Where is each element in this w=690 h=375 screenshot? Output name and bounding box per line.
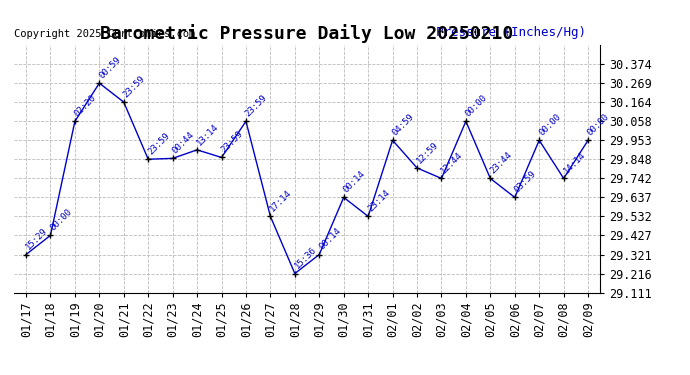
Text: 04:59: 04:59 — [391, 112, 416, 138]
Text: 03:59: 03:59 — [513, 169, 538, 195]
Text: 00:44: 00:44 — [170, 130, 196, 156]
Text: 23:59: 23:59 — [121, 74, 147, 99]
Text: 12:59: 12:59 — [415, 140, 440, 165]
Text: 13:14: 13:14 — [195, 122, 220, 147]
Text: 00:00: 00:00 — [586, 112, 611, 138]
Text: Pressure (Inches/Hg): Pressure (Inches/Hg) — [436, 26, 586, 39]
Text: 23:59: 23:59 — [146, 131, 171, 156]
Text: 23:44: 23:44 — [488, 150, 513, 176]
Text: 00:59: 00:59 — [97, 55, 123, 80]
Text: Copyright 2025 Curtronics.com: Copyright 2025 Curtronics.com — [14, 29, 195, 39]
Text: 14:14: 14:14 — [562, 150, 586, 176]
Text: 17:14: 17:14 — [268, 188, 293, 214]
Text: 00:14: 00:14 — [342, 169, 367, 195]
Text: 00:00: 00:00 — [537, 112, 562, 138]
Text: 23:59: 23:59 — [244, 93, 269, 118]
Text: 12:44: 12:44 — [440, 150, 464, 176]
Text: 15:36: 15:36 — [293, 245, 318, 271]
Text: 00:00: 00:00 — [464, 93, 489, 118]
Text: 00:00: 00:00 — [48, 207, 74, 232]
Text: 15:29: 15:29 — [24, 226, 49, 252]
Text: 02:20: 02:20 — [72, 93, 98, 118]
Text: 23:59: 23:59 — [219, 129, 245, 154]
Text: 00:14: 00:14 — [317, 226, 342, 252]
Text: 23:14: 23:14 — [366, 188, 391, 214]
Title: Barometric Pressure Daily Low 20250210: Barometric Pressure Daily Low 20250210 — [101, 24, 513, 44]
